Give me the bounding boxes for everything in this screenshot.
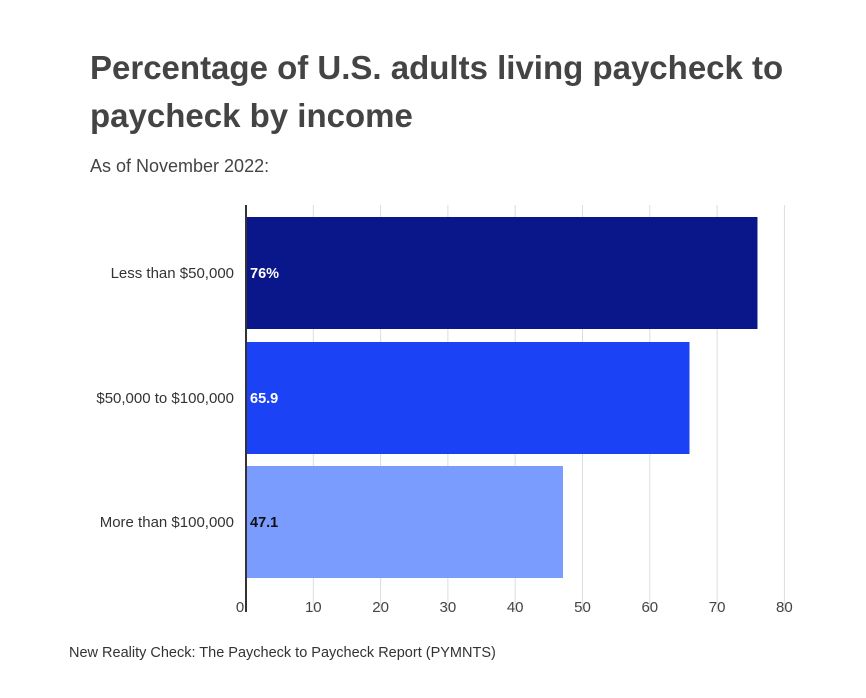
x-tick-label: 20 bbox=[372, 599, 389, 616]
chart-title: Percentage of U.S. adults living paychec… bbox=[90, 49, 784, 134]
bar bbox=[246, 342, 690, 454]
category-labels: Less than $50,000 $50,000 to $100,000 More… bbox=[96, 265, 234, 531]
source-note: New Reality Check: The Paycheck to Paych… bbox=[69, 645, 496, 661]
bar bbox=[246, 466, 563, 578]
x-tick-labels: 0 10 20 30 40 50 60 70 80 bbox=[236, 599, 793, 616]
data-label: 65.9 bbox=[250, 391, 278, 407]
bar bbox=[246, 217, 758, 329]
x-tick-label: 40 bbox=[507, 599, 524, 616]
data-label: 47.1 bbox=[250, 515, 278, 531]
x-tick-label: 70 bbox=[709, 599, 726, 616]
category-label: More than $100,000 bbox=[100, 514, 234, 531]
bars: 76% 65.9 47.1 bbox=[246, 217, 758, 578]
x-tick-label: 50 bbox=[574, 599, 591, 616]
chart-subtitle: As of November 2022: bbox=[90, 156, 270, 176]
x-tick-label: 80 bbox=[776, 599, 793, 616]
data-label: 76% bbox=[250, 266, 279, 282]
x-tick-label: 30 bbox=[440, 599, 457, 616]
category-label: $50,000 to $100,000 bbox=[96, 390, 234, 407]
x-tick-label: 10 bbox=[305, 599, 322, 616]
x-tick-label: 0 bbox=[236, 599, 244, 616]
x-tick-label: 60 bbox=[641, 599, 658, 616]
category-label: Less than $50,000 bbox=[111, 265, 234, 282]
